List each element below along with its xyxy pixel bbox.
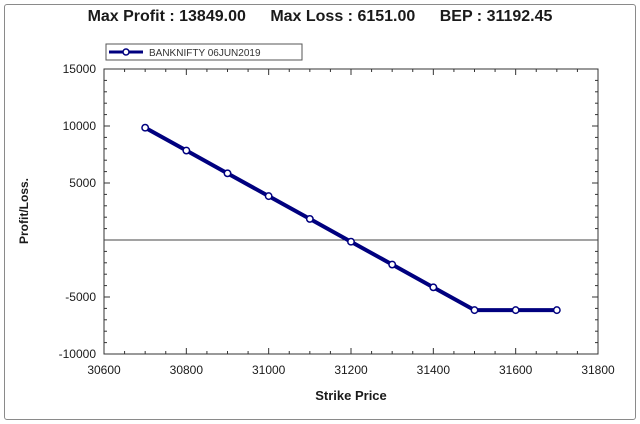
x-tick-label: 30600	[87, 363, 121, 377]
x-tick-labels: 30600 30800 31000 31200 31400 31600 31800	[87, 363, 615, 377]
y-tick-label: -10000	[59, 347, 97, 361]
data-point	[470, 306, 479, 315]
bep-label: BEP : 31192.45	[439, 8, 553, 25]
legend-marker	[122, 48, 130, 56]
y-tick-labels: 15000 10000 5000 -5000 -10000	[59, 62, 97, 361]
y-tick-label: 5000	[69, 176, 96, 190]
max-profit-label: Max Profit : 13849.00	[87, 8, 246, 25]
series-group	[141, 123, 561, 315]
data-point	[141, 123, 150, 132]
y-tick-label: -5000	[65, 290, 96, 304]
y-tick-label: 10000	[63, 119, 97, 133]
legend-label: BANKNIFTY 06JUN2019	[149, 48, 261, 59]
x-tick-label: 30800	[170, 363, 204, 377]
data-point	[388, 260, 397, 269]
data-point	[223, 169, 232, 178]
data-point	[429, 283, 438, 292]
data-point	[511, 306, 520, 315]
max-loss-label: Max Loss : 6151.00	[270, 8, 416, 25]
data-point	[552, 306, 561, 315]
data-point	[264, 192, 273, 201]
x-tick-label: 31400	[417, 363, 451, 377]
axis-ticks	[103, 68, 599, 355]
legend: BANKNIFTY 06JUN2019	[105, 43, 303, 61]
y-axis-label: Profit/Loss.	[17, 178, 31, 244]
x-tick-label: 31800	[581, 363, 615, 377]
chart-header: Max Profit : 13849.00 Max Loss : 6151.00…	[0, 8, 640, 26]
data-point	[347, 237, 355, 246]
legend-box	[105, 43, 303, 61]
data-point	[182, 146, 191, 155]
x-tick-label: 31000	[252, 363, 286, 377]
x-tick-label: 31200	[334, 363, 368, 377]
x-tick-label: 31600	[499, 363, 533, 377]
x-axis-label: Strike Price	[315, 388, 387, 403]
data-point	[305, 214, 314, 223]
y-tick-label: 15000	[63, 62, 97, 76]
